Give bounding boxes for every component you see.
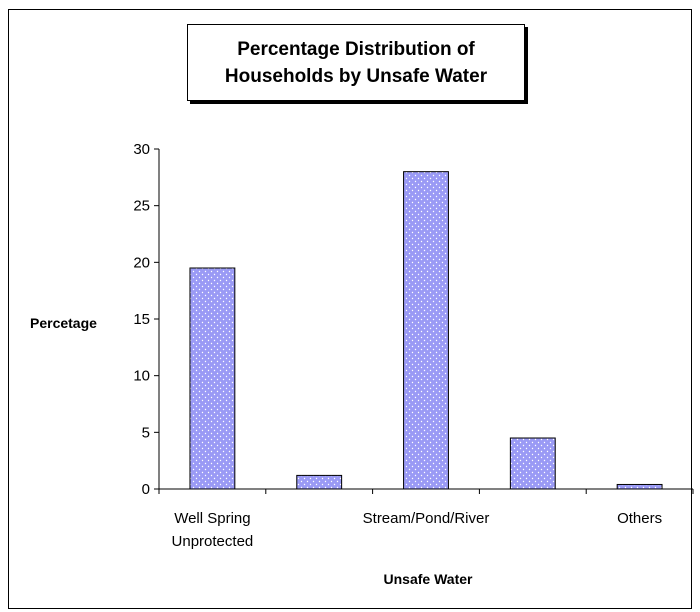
y-tick-label: 30: [133, 141, 150, 158]
x-category-label: Well Spring: [174, 510, 250, 527]
y-tick-label: 0: [142, 481, 150, 498]
y-tick-label: 20: [133, 254, 150, 271]
bar: [509, 437, 556, 490]
bar: [189, 267, 236, 490]
chart-title-line-2: Households by Unsafe Water: [224, 65, 488, 87]
y-tick-label: 10: [133, 368, 150, 385]
x-category-label: Others: [617, 510, 662, 527]
x-axis-title: Unsafe Water: [384, 571, 474, 587]
x-category-label: Stream/Pond/River: [363, 510, 490, 527]
chart-frame: [8, 9, 692, 609]
bar: [616, 483, 663, 490]
bar: [296, 474, 343, 490]
x-category-label: Unprotected: [172, 533, 254, 550]
y-tick-label: 5: [142, 424, 150, 441]
chart-title-line-1: Percentage Distribution of: [237, 38, 475, 60]
y-tick-label: 25: [133, 198, 150, 215]
y-tick-label: 15: [133, 311, 150, 328]
chart-title: Percentage Distribution of Households by…: [187, 24, 525, 101]
bar: [403, 171, 449, 490]
y-axis-title: Percetage: [30, 315, 97, 331]
